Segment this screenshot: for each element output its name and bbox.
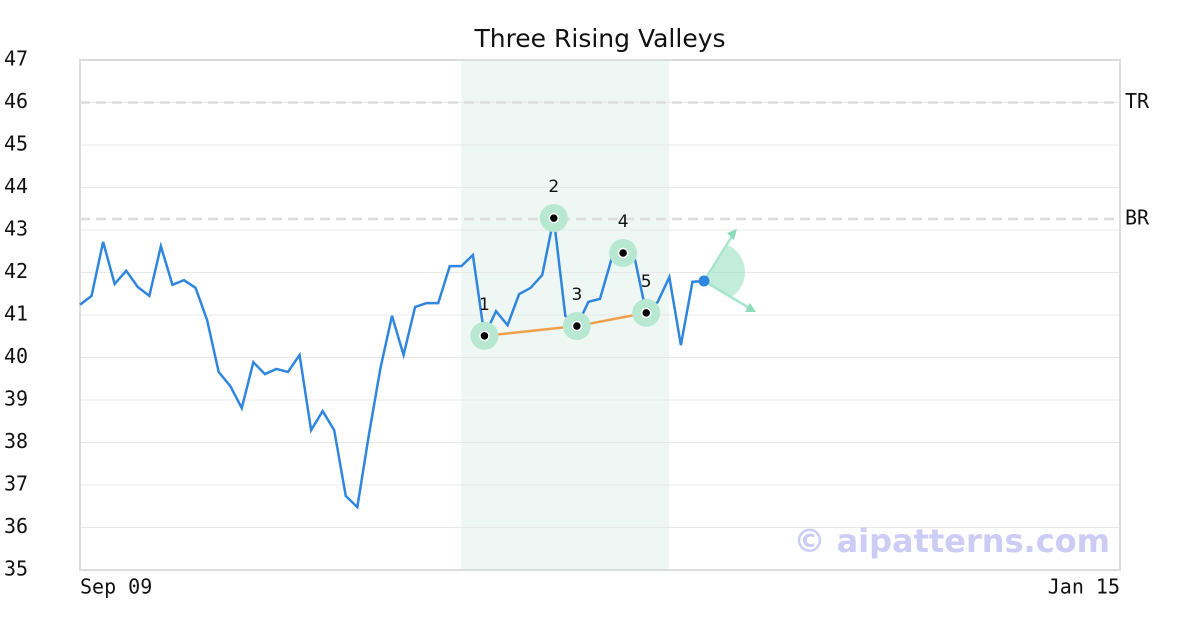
pattern-point <box>617 247 629 259</box>
forecast-arrowhead <box>745 303 756 312</box>
x-tick-label: Jan 15 <box>1048 575 1120 599</box>
y-tick-label: 37 <box>4 472 28 496</box>
pattern-label: 1 <box>479 295 490 315</box>
forecast-arrowhead <box>727 229 737 240</box>
pattern-point <box>548 212 560 224</box>
y-tick-label: 40 <box>4 344 28 368</box>
y-tick-label: 38 <box>4 429 28 453</box>
level-label: BR <box>1125 205 1150 229</box>
forecast-arrow <box>703 279 752 311</box>
last-point <box>698 275 710 287</box>
level-label: TR <box>1125 89 1150 113</box>
y-tick-label: 42 <box>4 259 28 283</box>
y-tick-label: 35 <box>4 557 28 581</box>
y-tick-label: 45 <box>4 132 28 156</box>
y-tick-label: 46 <box>4 89 28 113</box>
pattern-label: 3 <box>571 285 582 305</box>
forecast-fan <box>704 245 745 298</box>
pattern-point <box>571 320 583 332</box>
y-tick-label: 44 <box>4 174 28 198</box>
watermark: © aipatterns.com <box>793 522 1110 560</box>
y-tick-label: 41 <box>4 302 28 326</box>
pattern-label: 5 <box>641 272 652 292</box>
x-tick-label: Sep 09 <box>80 575 152 599</box>
y-tick-label: 43 <box>4 217 28 241</box>
pattern-point <box>479 330 490 342</box>
price-line <box>79 217 705 510</box>
y-tick-label: 36 <box>4 514 28 538</box>
y-tick-label: 39 <box>4 387 28 411</box>
pattern-point <box>640 307 652 319</box>
pattern-label: 4 <box>618 212 629 232</box>
forecast-arrow <box>702 232 736 282</box>
chart-title: Three Rising Valleys <box>473 24 725 53</box>
y-tick-label: 47 <box>4 47 28 71</box>
plot-frame <box>79 59 1121 571</box>
pattern-label: 2 <box>548 177 559 197</box>
